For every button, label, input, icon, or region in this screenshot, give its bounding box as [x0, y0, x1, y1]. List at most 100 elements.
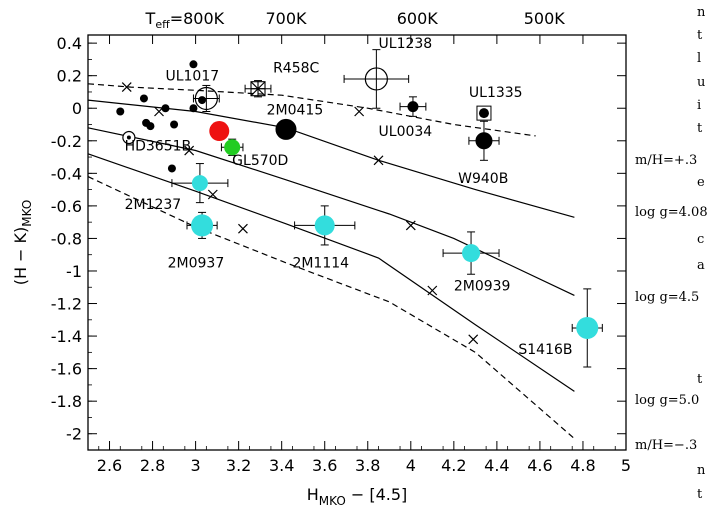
model-marker [373, 155, 384, 166]
marker-square [476, 105, 492, 121]
side-label-logg-45: log g=4.5 [635, 290, 700, 305]
x-tick-label: 3.2 [226, 456, 251, 475]
marker-filled-circle [191, 214, 214, 237]
side-fragment: t [697, 372, 703, 387]
data-point [571, 288, 603, 368]
plot-background [88, 35, 626, 450]
marker-filled-circle [475, 132, 493, 150]
marker-filled-circle [275, 118, 297, 140]
field-dot [139, 94, 148, 103]
x-tick-label: 4.8 [570, 456, 595, 475]
data-point [476, 105, 492, 121]
x-tick-label: 4 [406, 456, 416, 475]
side-fragment: e [697, 175, 705, 190]
data-point [294, 205, 356, 246]
data-point [442, 231, 500, 275]
y-tick-label: 0.4 [57, 34, 82, 53]
model-markers [121, 82, 479, 345]
field-dot [167, 164, 176, 173]
field-dot [116, 107, 125, 116]
marker-filled-circle [224, 139, 241, 156]
data-point [399, 96, 427, 117]
axis-titles: Teff=800K 700K 600K 500K HMKO − [4.5] (H − K)… [11, 9, 565, 508]
point-label: 2M0415 [267, 103, 324, 119]
marker-filled-circle [576, 316, 599, 339]
data-point [186, 211, 218, 239]
side-label-mh-minus: m/H=−.3 [635, 438, 698, 453]
x-tick-label: 2.8 [140, 456, 165, 475]
x-tick-label: 3.6 [312, 456, 337, 475]
point-label: R458C [273, 60, 319, 76]
x-tick-label: 4.2 [441, 456, 466, 475]
y-tick-label: 0.2 [57, 67, 82, 86]
model-curve [87, 83, 536, 137]
side-fragment: t [697, 487, 703, 502]
point-label: 2M0937 [168, 256, 225, 272]
model-curve [87, 176, 575, 440]
marker-filled-circle [407, 101, 419, 113]
y-tick-label: -1.2 [51, 295, 82, 314]
side-fragment: a [697, 258, 705, 273]
top-axis-tick-label: 600K [397, 9, 439, 28]
field-dot [198, 96, 207, 105]
side-fragment: n [697, 463, 706, 478]
top-axis-tick-label: 500K [524, 9, 566, 28]
side-fragment: u [697, 75, 706, 90]
x-tick-label: 3.4 [269, 456, 294, 475]
side-fragment: c [697, 232, 705, 247]
point-label: 2M1237 [125, 197, 182, 213]
data-point [468, 120, 500, 161]
x-tick-label: 4.6 [527, 456, 552, 475]
y-tick-label: -1.4 [51, 327, 82, 346]
data-point [220, 138, 244, 156]
model-marker [427, 285, 438, 296]
model-marker [468, 334, 479, 345]
point-label: GL570D [232, 153, 288, 169]
side-label-logg-50: log g=5.0 [635, 393, 700, 408]
point-labels: UL1017 R458C UL1238 UL1335 2M0415 UL0034 HD365… [125, 36, 573, 358]
side-label-mh-plus: m/H=+.3 [635, 153, 698, 168]
data-points [122, 49, 603, 368]
marker-center-dot [126, 135, 131, 140]
y-tick-label: -0.2 [51, 132, 82, 151]
marker-open-circle [194, 86, 218, 111]
point-label: 2M0939 [454, 279, 511, 295]
y-tick-label: -1.6 [51, 360, 82, 379]
marker-filled-circle [462, 244, 481, 263]
x-tick-label: 2.6 [97, 456, 122, 475]
marker-filled-circle [314, 215, 335, 236]
field-dot [161, 104, 170, 113]
model-curve [87, 153, 575, 392]
field-dot [189, 60, 198, 69]
point-label: S1416B [518, 342, 572, 358]
point-label: W940B [458, 171, 508, 187]
marker-filled-circle [191, 175, 208, 192]
marker-filled-circle [478, 108, 489, 119]
model-marker [121, 82, 132, 93]
model-marker [354, 106, 365, 117]
y-tick-label: 0 [72, 99, 82, 118]
data-point [275, 118, 297, 140]
y-tick-label: -1.8 [51, 392, 82, 411]
point-label: HD3651B [125, 139, 192, 155]
y-tick-label: -0.8 [51, 229, 82, 248]
axes: 2.6 2.8 3 3.2 3.4 3.6 3.8 4 4.2 4.4 4.6 4.8 5 0.4 0.2 0… [51, 34, 631, 475]
y-tick-label: -2 [66, 425, 82, 444]
top-axis-tick-label: 700K [265, 9, 307, 28]
field-dot [170, 120, 179, 129]
marker-asterisk [250, 81, 266, 97]
field-dot [189, 104, 198, 113]
model-marker [405, 220, 416, 231]
plot-area [88, 35, 626, 450]
side-fragment: t [697, 28, 703, 43]
point-label: UL1335 [469, 85, 523, 101]
x-tick-label: 3 [191, 456, 201, 475]
y-axis-title: (H − K)MKO [11, 200, 34, 286]
x-tick-label: 5 [621, 456, 631, 475]
marker-open-circle [364, 67, 388, 91]
x-tick-label: 4.4 [484, 456, 509, 475]
point-label: UL1017 [165, 69, 219, 85]
side-fragment: i [697, 98, 702, 113]
y-tick-label: -0.6 [51, 197, 82, 216]
